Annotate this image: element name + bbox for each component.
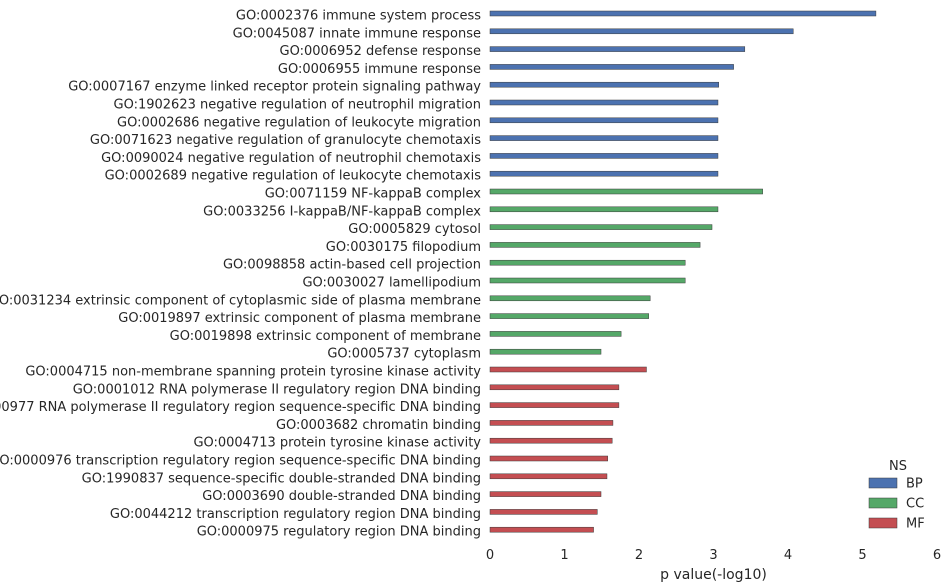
x-tick-label: 5	[858, 548, 866, 563]
legend-label-cc: CC	[906, 497, 924, 512]
category-label: GO:0019897 extrinsic component of plasma…	[118, 311, 481, 326]
category-label: GO:1990837 sequence-specific double-stra…	[82, 471, 481, 486]
category-label: GO:0005737 cytoplasm	[327, 347, 481, 362]
bar-mf	[489, 491, 602, 497]
legend-swatch-bp	[868, 477, 898, 489]
bar-mf	[489, 420, 614, 426]
bar-bp	[489, 153, 719, 159]
bar-cc	[489, 348, 602, 355]
category-label: GO:0000975 regulatory region DNA binding	[197, 525, 481, 540]
category-label: GO:0006955 immune response	[278, 62, 481, 77]
x-tick-label: 1	[560, 548, 568, 563]
bar-cc	[489, 188, 763, 195]
bar-mf	[489, 526, 594, 533]
bar-mf	[489, 455, 608, 462]
legend-swatch-cc	[868, 497, 898, 509]
category-label: GO:0004713 protein tyrosine kinase activ…	[193, 436, 481, 451]
category-label: GO:0003690 double-stranded DNA binding	[202, 489, 481, 504]
category-label: GO:1902623 negative regulation of neutro…	[114, 98, 481, 113]
category-label: GO:0071623 negative regulation of granul…	[90, 133, 481, 148]
category-labels: GO:0002376 immune system process GO:00450…	[0, 9, 481, 540]
x-tick-label: 0	[486, 548, 494, 563]
bar-bp	[489, 64, 734, 70]
bar-cc	[489, 206, 719, 213]
bar-mf	[489, 402, 620, 408]
category-label: GO:0071159 NF-kappaB complex	[265, 187, 482, 202]
category-label: GO:0007167 enzyme linked receptor protei…	[68, 80, 481, 95]
category-label: GO:0044212 transcription regulatory regi…	[110, 507, 481, 522]
bar-cc	[489, 224, 713, 230]
bar-bp	[489, 81, 719, 88]
category-label: GO:0002376 immune system process	[236, 9, 481, 24]
bar-cc	[489, 242, 701, 248]
category-label: GO:0000977 RNA polymerase II regulatory …	[0, 400, 481, 415]
bar-cc	[489, 295, 651, 302]
x-axis-title: p value(-log10)	[660, 567, 767, 583]
category-label: GO:0033256 I-kappaB/NF-kappaB complex	[203, 204, 481, 219]
category-label: GO:0002686 negative regulation of leukoc…	[117, 115, 481, 130]
bar-bp	[489, 117, 719, 124]
bar-bp	[489, 28, 794, 35]
bar-mf	[489, 473, 608, 480]
bar-bp	[489, 99, 719, 106]
bar-cc	[489, 313, 649, 319]
category-label: GO:0031234 extrinsic component of cytopl…	[0, 293, 481, 308]
legend-label-bp: BP	[906, 477, 923, 492]
legend-swatch-mf	[868, 517, 898, 529]
x-tick-label: 4	[784, 548, 792, 563]
bar-bp	[489, 170, 719, 177]
bars	[489, 10, 877, 533]
legend-label-mf: MF	[906, 517, 925, 532]
bar-mf	[489, 509, 598, 515]
category-label: GO:0030027 lamellipodium	[302, 276, 481, 291]
x-tick-label: 3	[709, 548, 717, 563]
x-tick-label: 2	[635, 548, 643, 563]
bar-cc	[489, 331, 622, 337]
category-label: GO:0045087 innate immune response	[233, 26, 481, 41]
category-label: GO:0005829 cytosol	[348, 222, 481, 237]
legend-title: NS	[889, 459, 907, 474]
category-label: GO:0098858 actin-based cell projection	[223, 258, 481, 273]
bar-bp	[489, 46, 746, 52]
category-label: GO:0000976 transcription regulatory regi…	[0, 454, 481, 469]
category-label: GO:0019898 extrinsic component of membra…	[170, 329, 481, 344]
legend: NS BP CC MF	[868, 459, 925, 532]
bar-mf	[489, 384, 620, 391]
bar-bp	[489, 135, 719, 141]
bar-cc	[489, 259, 686, 266]
category-label: GO:0090024 negative regulation of neutro…	[101, 151, 481, 166]
category-label: GO:0001012 RNA polymerase II regulatory …	[73, 382, 481, 397]
category-label: GO:0002689 negative regulation of leukoc…	[105, 169, 482, 184]
category-label: GO:0003682 chromatin binding	[276, 418, 481, 433]
x-axis-ticks: 0 1 2 3 4 5 6	[486, 548, 941, 563]
x-tick-label: 6	[933, 548, 941, 563]
bar-mf	[489, 437, 613, 444]
category-label: GO:0006952 defense response	[280, 44, 482, 59]
category-label: GO:0030175 filopodium	[326, 240, 481, 255]
bar-mf	[489, 366, 647, 373]
category-label: GO:0004715 non-membrane spanning protein…	[25, 365, 481, 380]
bar-cc	[489, 277, 686, 284]
bar-bp	[489, 10, 877, 17]
